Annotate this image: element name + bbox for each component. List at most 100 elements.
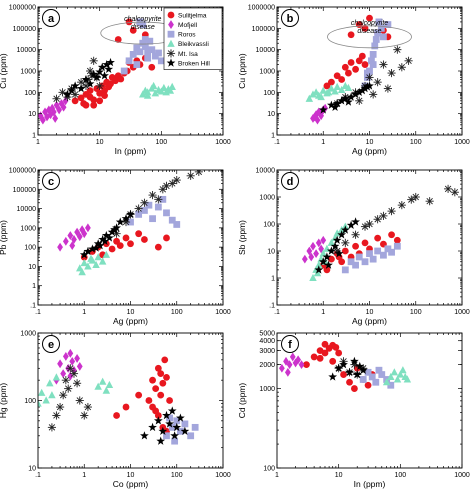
point-mofjell — [57, 242, 63, 252]
y-axis-label: Cu (ppm) — [0, 53, 8, 89]
x-tick-label: 1 — [82, 472, 86, 479]
point-roros — [187, 432, 195, 440]
point-bleikvassli — [337, 85, 346, 93]
series-broken-hill — [318, 81, 374, 114]
x-tick-label: 100 — [410, 139, 422, 146]
point-bleikvassli — [390, 368, 399, 376]
point-roros — [136, 48, 144, 56]
point-bleikvassli — [315, 261, 323, 269]
point-mofjell — [39, 115, 46, 125]
x-tick-label: 1 — [82, 309, 86, 316]
point-roros — [374, 29, 382, 37]
point-mt-isa — [373, 215, 382, 224]
point-sulitjelma — [161, 356, 169, 364]
y-tick-label: 100000 — [13, 26, 36, 33]
y-tick-label: 1 — [271, 276, 275, 283]
point-broken-hill — [352, 369, 362, 379]
point-sulitjelma — [96, 97, 104, 105]
point-bleikvassli — [327, 84, 336, 92]
point-broken-hill — [153, 416, 163, 425]
x-tick-label: .1 — [274, 309, 280, 316]
y-tick-label: 1000 — [20, 331, 36, 338]
point-roros — [341, 266, 349, 274]
point-mofjell — [69, 241, 76, 251]
point-mofjell — [76, 361, 83, 371]
y-tick-label: 4000 — [259, 338, 275, 345]
legend-label: Broken Hill — [178, 60, 210, 67]
x-tick-label: 100 — [394, 472, 406, 479]
point-broken-hill — [357, 86, 367, 95]
point-roros — [191, 423, 199, 431]
point-mofjell — [313, 249, 319, 259]
point-mt-isa — [52, 94, 61, 103]
point-broken-hill — [363, 82, 372, 91]
point-sulitjelma — [101, 92, 108, 100]
x-tick-label: 10 — [96, 139, 104, 146]
point-roros — [133, 61, 141, 68]
point-sulitjelma — [321, 349, 329, 357]
point-bleikvassli — [143, 91, 152, 99]
point-mt-isa — [397, 201, 406, 210]
point-roros — [363, 69, 371, 77]
point-sulitjelma — [316, 354, 324, 362]
point-broken-hill — [176, 413, 185, 422]
point-roros — [120, 67, 128, 75]
point-broken-hill — [88, 244, 97, 253]
point-sulitjelma — [122, 234, 130, 242]
point-mofjell — [62, 236, 69, 246]
point-mofjell — [57, 359, 63, 369]
series-mofjell — [53, 348, 83, 385]
point-bleikvassli — [168, 82, 176, 90]
x-axis-label: In (ppm) — [115, 146, 147, 156]
x-tick-label: 100 — [171, 472, 183, 479]
point-roros — [380, 251, 387, 259]
x-tick-label: 1000 — [454, 472, 470, 479]
panel-label: d — [287, 176, 294, 188]
point-broken-hill — [140, 431, 149, 440]
series-mt-isa — [333, 184, 459, 256]
markers — [57, 170, 203, 276]
legend-item-broken-hill: Broken Hill — [166, 58, 210, 67]
point-sulitjelma — [361, 61, 369, 68]
point-broken-hill — [83, 246, 93, 256]
point-bleikvassli — [403, 375, 412, 383]
point-broken-hill — [89, 69, 99, 79]
y-tick-label: 10000 — [256, 47, 276, 54]
y-tick-label: 100 — [24, 398, 36, 405]
point-bleikvassli — [52, 373, 61, 381]
y-tick-label: 10 — [267, 111, 275, 118]
point-sulitjelma — [117, 75, 125, 83]
point-sulitjelma — [361, 24, 369, 32]
point-mt-isa — [73, 379, 82, 388]
point-sulitjelma — [113, 412, 120, 419]
x-tick-label: 1000 — [215, 309, 231, 316]
point-sulitjelma — [163, 373, 170, 381]
y-axis-label: Hg (ppm) — [0, 383, 8, 419]
point-broken-hill — [340, 94, 350, 103]
point-roros — [378, 371, 386, 378]
point-roros — [352, 261, 359, 269]
series-mofjell — [301, 235, 327, 264]
annotation-text: chalcopyrite — [351, 20, 388, 27]
y-tick-label: 100 — [263, 222, 275, 229]
annotation-text: disease — [357, 28, 381, 35]
point-roros — [144, 48, 152, 56]
point-mofjell — [81, 229, 88, 239]
series-bleikvassli — [382, 366, 412, 386]
point-roros — [384, 21, 392, 28]
point-mofjell — [278, 363, 285, 373]
point-sulitjelma — [341, 247, 349, 255]
panel-label-badge — [42, 335, 60, 353]
point-broken-hill — [354, 87, 364, 97]
point-broken-hill — [102, 59, 112, 69]
point-sulitjelma — [332, 343, 340, 351]
legend-label: Bleikvassli — [178, 41, 209, 48]
point-broken-hill — [351, 217, 360, 226]
point-sulitjelma — [327, 255, 335, 263]
y-tick-label: 10 — [267, 249, 275, 256]
point-bleikvassli — [309, 273, 317, 282]
point-sulitjelma — [152, 385, 160, 393]
point-mofjell — [79, 225, 86, 235]
point-sulitjelma — [157, 370, 165, 378]
point-mofjell — [60, 369, 67, 379]
